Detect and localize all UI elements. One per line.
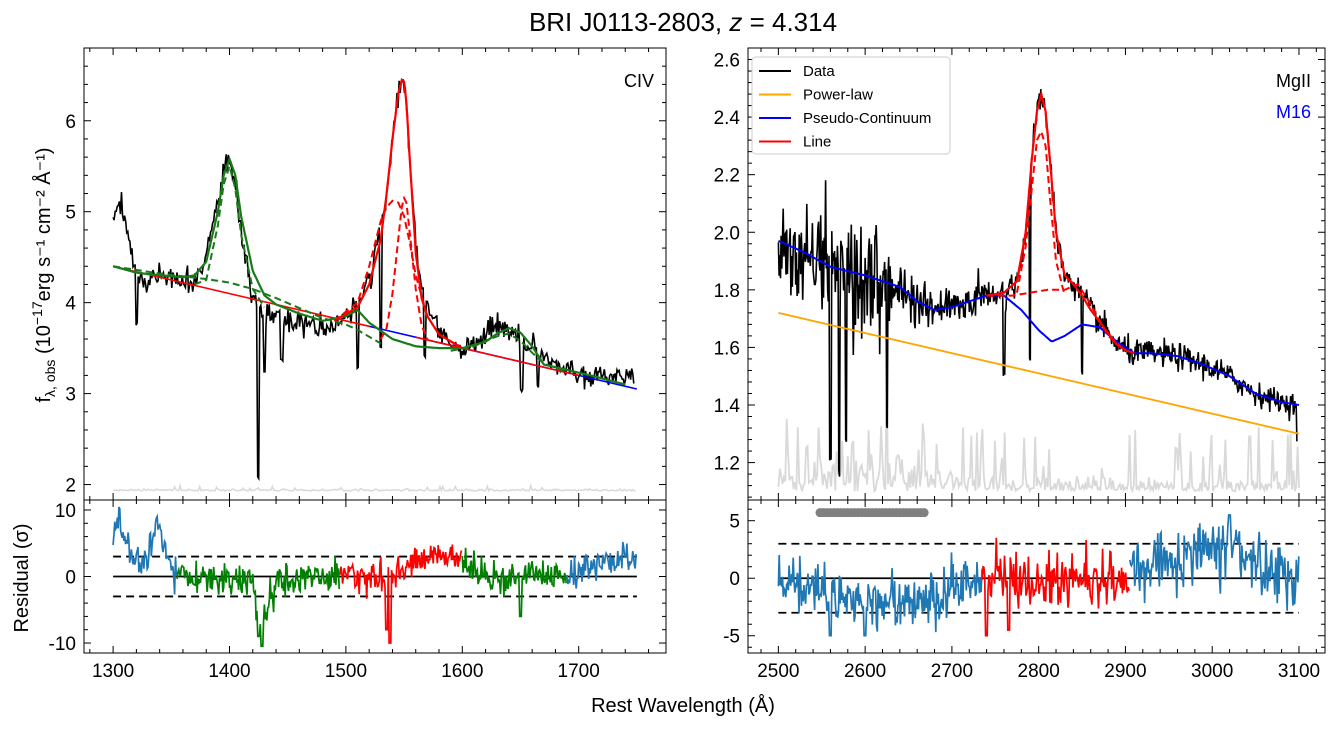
civ-narrow-component [379, 195, 429, 340]
x-tick-label: 1700 [558, 661, 600, 682]
y-tick-label: -5 [723, 627, 740, 648]
residual-segment [777, 552, 983, 637]
pseudo-continuum-fit [777, 239, 1300, 406]
residual-segment [981, 537, 1130, 637]
mgii-line-model [986, 89, 1135, 355]
residual-segment [461, 547, 568, 618]
mgii-line-label: MgII [1276, 71, 1311, 91]
y-tick-label: 0 [729, 569, 740, 590]
legend-label: Line [803, 134, 831, 151]
legend: Data Power-law Pseudo-Continuum Line [751, 56, 951, 155]
x-axis-label: Rest Wavelength (Å) [591, 694, 775, 717]
residual-segment [566, 541, 637, 589]
civ-residual-panel: 1300 1400 1500 1600 1700 -10 0 10 [49, 499, 667, 682]
y-tick-label: 3 [65, 385, 76, 406]
y-tick-label: 1.2 [714, 454, 740, 475]
residual-segment [176, 556, 341, 648]
y-tick-label: 1.6 [714, 338, 740, 359]
continuum-red-2 [415, 336, 579, 377]
y-tick-label: 6 [65, 112, 76, 133]
mgii-spectrum-panel: 1.2 1.4 1.6 1.8 2.0 2.2 2.4 2.6 MgII M16 Data Power… [714, 47, 1326, 501]
observed-spectrum [112, 78, 635, 482]
observed-spectrum [777, 89, 1298, 477]
residual-segment [339, 544, 463, 644]
y-tick-label: 10 [55, 501, 76, 522]
y-tick-label: 1.4 [714, 396, 741, 417]
mgii-plot-area [777, 89, 1300, 494]
x-tick-label: 1400 [208, 661, 250, 682]
residual-plot-area [777, 508, 1300, 637]
y-tick-label: 2.2 [714, 166, 740, 187]
y-tick-label: 2.0 [714, 223, 740, 244]
y-tick-label: 2.4 [714, 108, 741, 129]
y-tick-label: 5 [729, 512, 740, 533]
mgii-residual-panel: 2500 2600 2700 2800 2900 3000 3100 -5 0 5 [723, 499, 1326, 682]
continuum-red [112, 265, 370, 328]
green-narrow-component [194, 162, 266, 308]
masked-pixel-point [919, 508, 929, 518]
y-axis-label-residual: Residual (σ) [11, 523, 33, 632]
x-tick-label: 3000 [1191, 661, 1233, 682]
y-tick-label: 2.6 [714, 51, 740, 72]
mgii-broad-component [986, 282, 1127, 352]
x-tick-label: 3100 [1278, 661, 1320, 682]
y-tick-label: 0 [65, 568, 76, 589]
civ-broad-component [333, 199, 463, 349]
green-broad-component [112, 265, 382, 345]
mgii-narrow-component [1016, 128, 1066, 296]
x-tick-label: 2800 [1018, 661, 1060, 682]
residual-segment [112, 506, 178, 595]
civ-total-model [333, 77, 463, 350]
civ-spectrum-panel: 2 3 4 5 6 CIV [65, 47, 667, 501]
legend-label: Power-law [803, 87, 873, 104]
error-spectrum [777, 376, 1300, 494]
y-tick-label: 4 [65, 294, 76, 315]
x-tick-label: 2600 [844, 661, 886, 682]
y-axis-label-flux: fλ, obs (10−17erg s⁻¹ cm⁻² Å⁻¹) [29, 147, 58, 402]
legend-label: Data [803, 63, 835, 80]
x-tick-label: 2900 [1104, 661, 1146, 682]
figure-title: BRI J0113-2803, z = 4.314 [529, 7, 837, 37]
legend-label: Pseudo-Continuum [803, 110, 931, 127]
residual-segment [1128, 514, 1300, 611]
y-tick-label: 1.8 [714, 281, 740, 302]
residual-plot-area [112, 506, 637, 648]
m16-label: M16 [1276, 102, 1311, 122]
x-tick-label: 1500 [325, 661, 367, 682]
legend-box [751, 56, 951, 155]
axes-frame [747, 499, 1326, 654]
y-tick-label: 2 [65, 476, 76, 497]
x-tick-label: 2500 [757, 661, 799, 682]
error-spectrum [113, 482, 636, 493]
y-tick-label: -10 [49, 634, 76, 655]
x-tick-label: 1600 [441, 661, 483, 682]
x-tick-label: 1300 [92, 661, 134, 682]
civ-line-label: CIV [624, 71, 654, 91]
y-tick-label: 5 [65, 203, 76, 224]
civ-plot-area [112, 77, 638, 493]
x-tick-label: 2700 [931, 661, 973, 682]
green-total-model [112, 155, 626, 386]
power-law-fit [778, 312, 1300, 435]
